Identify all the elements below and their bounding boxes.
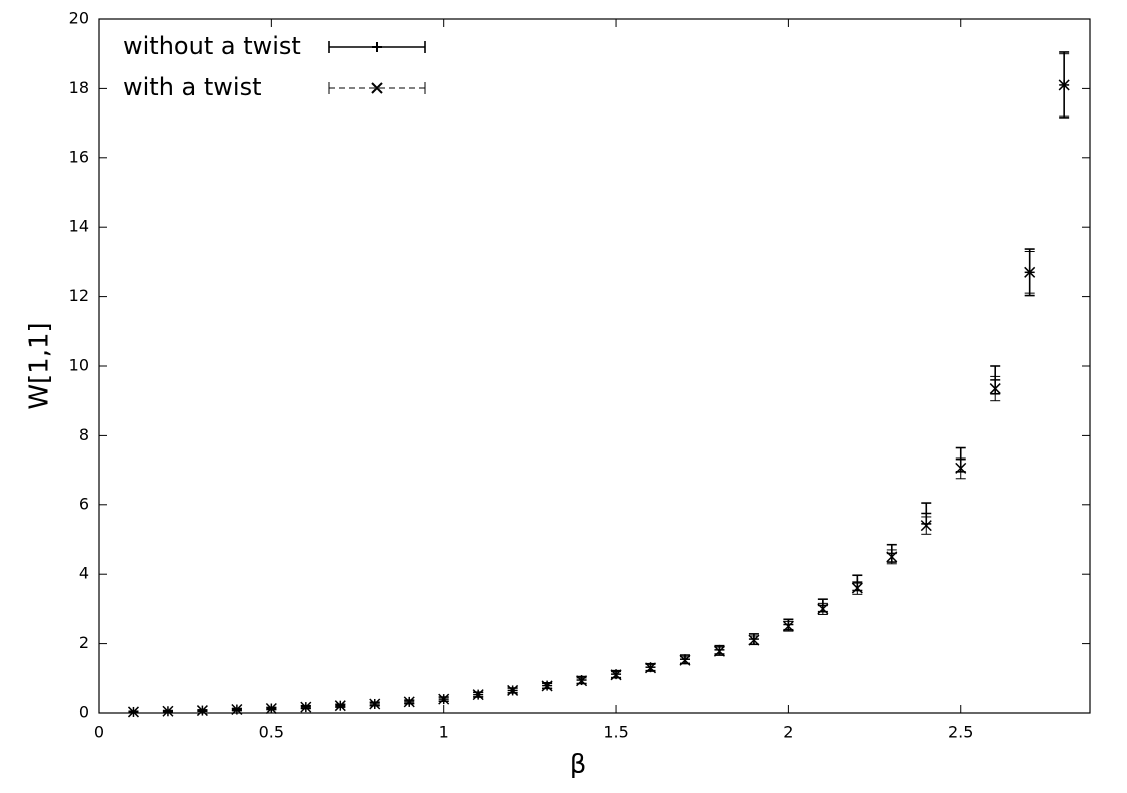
point <box>231 703 243 716</box>
marker-stroke <box>438 693 450 705</box>
plot-frame <box>98 18 1091 714</box>
legend-marker <box>372 42 382 52</box>
marker-stroke <box>127 706 139 718</box>
y-tick-label: 20 <box>69 9 89 28</box>
point <box>1058 79 1070 91</box>
marker-stroke <box>989 383 1001 395</box>
point <box>127 706 139 718</box>
x-tick-label: 2 <box>783 723 793 742</box>
marker-stroke <box>371 82 383 94</box>
point <box>403 696 415 708</box>
point <box>334 700 346 712</box>
point <box>920 520 932 532</box>
marker-stroke <box>541 680 553 692</box>
marker-stroke <box>472 689 484 701</box>
x-axis-label: β <box>570 750 587 780</box>
point <box>782 620 794 632</box>
y-tick-label: 6 <box>79 494 89 513</box>
y-axis-label: W[1,1] <box>25 322 55 409</box>
marker-stroke <box>369 698 381 710</box>
legend-label: without a twist <box>123 32 301 60</box>
marker-stroke <box>679 654 691 666</box>
legend-marker <box>371 82 383 94</box>
marker-stroke <box>851 582 863 594</box>
point <box>541 680 553 692</box>
y-tick-label: 8 <box>79 425 89 444</box>
point <box>886 551 898 563</box>
y-tick-label: 14 <box>69 217 89 236</box>
point <box>817 603 829 615</box>
point <box>955 462 967 474</box>
point <box>576 675 588 687</box>
point <box>644 662 657 674</box>
y-tick-label: 10 <box>69 356 89 375</box>
marker-stroke <box>576 675 588 687</box>
marker-stroke <box>610 669 622 681</box>
point <box>472 689 484 701</box>
marker-stroke <box>886 551 898 563</box>
legend-label: with a twist <box>123 73 262 101</box>
point <box>748 634 760 646</box>
x-tick-label: 0 <box>94 723 104 742</box>
y-tick-label: 16 <box>69 147 89 166</box>
point <box>162 705 174 717</box>
marker-stroke <box>334 700 346 712</box>
x-tick-label: 2.5 <box>948 723 973 742</box>
marker-stroke <box>1024 266 1036 278</box>
point <box>507 684 519 696</box>
point <box>851 582 863 594</box>
point <box>713 645 725 657</box>
legend-sample <box>328 82 426 94</box>
marker-stroke <box>507 684 519 696</box>
y-tick-label: 2 <box>79 633 89 652</box>
x-tick-label: 1.5 <box>603 723 628 742</box>
marker-stroke <box>817 603 829 615</box>
point <box>196 705 208 717</box>
point <box>369 698 381 710</box>
y-tick-label: 18 <box>69 78 89 97</box>
marker-stroke <box>782 620 794 632</box>
point <box>679 654 691 666</box>
point <box>300 701 312 713</box>
y-tick-label: 0 <box>79 703 89 722</box>
marker-stroke <box>748 634 760 646</box>
point <box>265 702 277 715</box>
marker-stroke <box>162 705 174 717</box>
marker-stroke <box>920 520 932 532</box>
marker-stroke <box>265 702 277 715</box>
point <box>610 669 622 681</box>
marker-stroke <box>300 701 312 713</box>
marker-stroke <box>231 703 243 716</box>
marker-stroke <box>713 645 725 657</box>
point <box>989 383 1001 395</box>
marker-stroke <box>955 462 967 474</box>
x-tick-label: 1 <box>439 723 449 742</box>
x-tick-label: 0.5 <box>259 723 284 742</box>
y-tick-label: 4 <box>79 564 89 583</box>
marker-stroke <box>644 662 657 674</box>
marker-stroke <box>1058 79 1070 91</box>
point <box>438 693 450 705</box>
marker-stroke <box>403 696 415 708</box>
marker-stroke <box>196 705 208 717</box>
y-tick-label: 12 <box>69 286 89 305</box>
point <box>1024 266 1036 278</box>
